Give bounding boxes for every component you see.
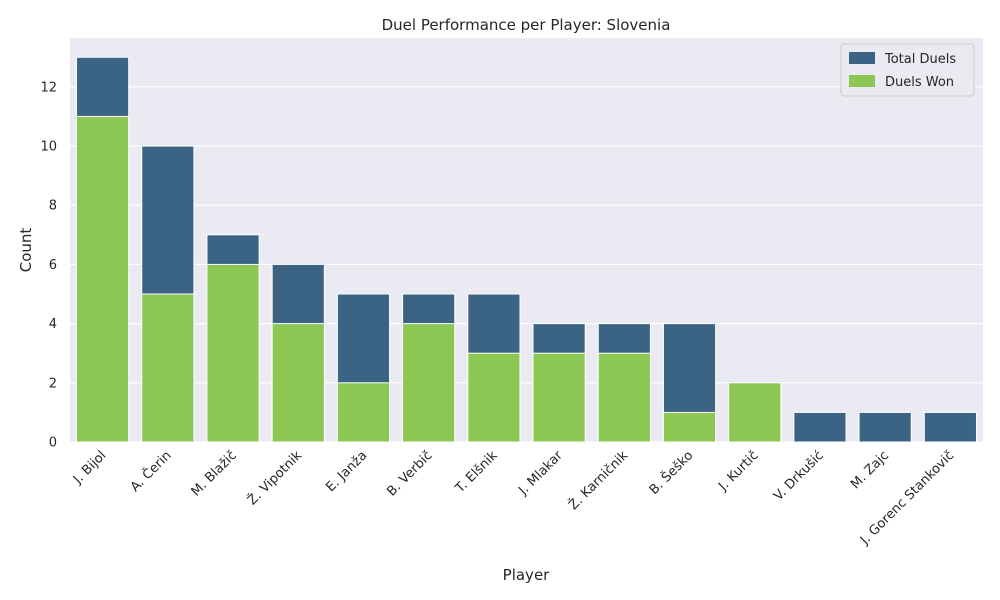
y-axis-label: Count (17, 228, 35, 273)
duels-won-bar (597, 352, 651, 443)
x-tick-label: M. Blažič (189, 448, 240, 499)
x-tick-label: A. Čerin (127, 448, 175, 496)
x-axis-ticks: J. Bijol A. Čerin M. Blažič Ž. Vipotnik E. J… (70, 447, 957, 548)
y-tick-label: 0 (49, 436, 57, 451)
legend-label-duels-won: Duels Won (885, 75, 954, 90)
total-duels-bar (923, 411, 977, 443)
x-tick-label: J. Mlakar (515, 448, 566, 499)
y-tick-label: 10 (40, 140, 57, 155)
legend: Total Duels Duels Won (840, 43, 975, 97)
x-tick-label: J. Bijol (70, 448, 109, 487)
x-tick-label: M. Zajc (848, 448, 892, 492)
duels-won-bar (728, 382, 782, 443)
total-duels-bar (793, 411, 847, 443)
x-tick-label: Ž. Karničnik (565, 447, 631, 513)
duels-won-bar (662, 411, 717, 443)
y-tick-label: 12 (40, 80, 57, 95)
y-tick-label: 8 (49, 199, 57, 214)
duels-won-bar (271, 323, 325, 443)
duels-won-bars (76, 115, 782, 443)
x-axis-label: Player (503, 566, 551, 584)
duels-won-bar (532, 352, 586, 443)
duels-won-bar (206, 263, 260, 443)
duels-won-bar (76, 115, 130, 443)
legend-label-total-duels: Total Duels (884, 52, 956, 67)
x-tick-label: T. Elšnik (452, 448, 501, 497)
duels-won-bar (336, 382, 391, 443)
x-tick-label: B. Šeško (646, 447, 696, 497)
x-tick-label: B. Verbič (384, 448, 435, 499)
x-tick-label: Ž. Vipotnik (244, 447, 305, 508)
y-tick-label: 2 (49, 376, 57, 391)
x-tick-label: V. Drkušić (771, 448, 827, 504)
y-tick-label: 4 (49, 317, 57, 332)
x-tick-label: E. Janža (323, 448, 370, 495)
total-duels-bar (858, 411, 912, 443)
x-tick-label: J. Kurtič (715, 448, 761, 494)
legend-swatch-total-duels (849, 52, 875, 64)
duels-won-bar (402, 323, 456, 443)
duels-won-bar (141, 293, 195, 443)
y-axis-ticks: 0 2 4 6 8 10 12 (40, 80, 57, 450)
y-tick-label: 6 (49, 258, 57, 273)
legend-swatch-duels-won (849, 75, 875, 87)
duels-won-bar (467, 352, 521, 443)
chart-title: Duel Performance per Player: Slovenia (382, 16, 671, 34)
